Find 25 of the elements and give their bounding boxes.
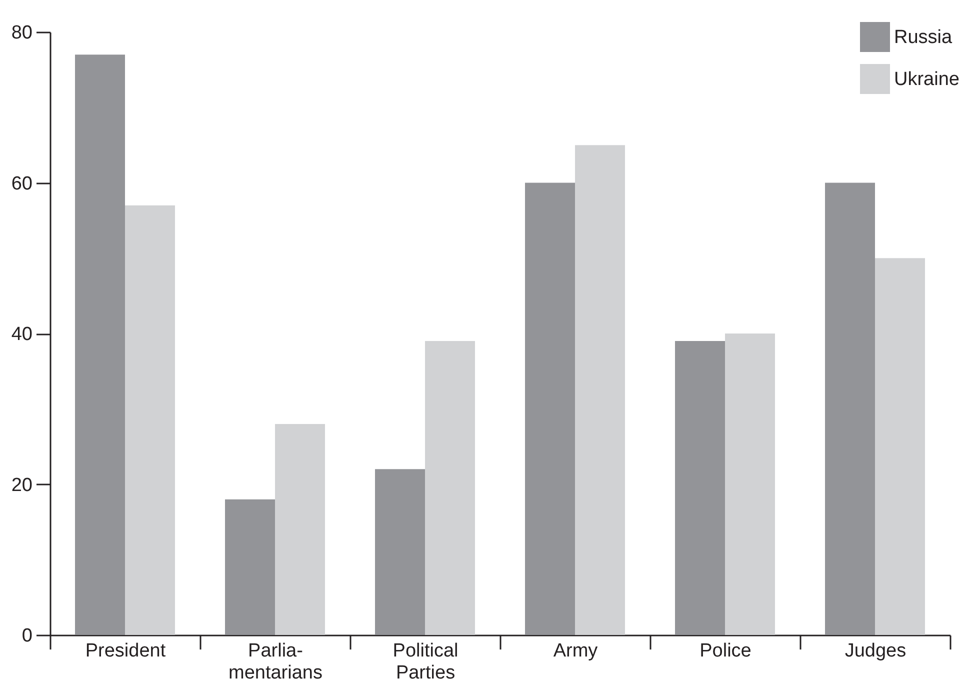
bar — [225, 499, 275, 635]
bar — [675, 341, 725, 635]
x-tick-label: Political Parties — [392, 640, 458, 684]
bar — [825, 182, 875, 635]
bar — [525, 182, 575, 635]
bar — [125, 205, 175, 635]
x-tick-label: Police — [700, 640, 752, 662]
y-tick-label: 0 — [22, 626, 32, 646]
legend-label: Russia — [894, 27, 953, 48]
bar — [375, 469, 425, 635]
y-tick-label: 40 — [11, 324, 32, 345]
bar — [725, 334, 775, 635]
y-tick-label: 80 — [11, 22, 32, 44]
bar — [575, 145, 625, 635]
y-tick-label: 20 — [11, 474, 32, 496]
bar — [425, 341, 475, 635]
x-tick-label: President — [85, 640, 166, 662]
bar — [275, 424, 325, 635]
bar — [75, 54, 125, 635]
x-tick-label: Parlia- mentarians — [228, 640, 322, 684]
x-tick-label: Judges — [844, 640, 906, 662]
y-tick-label: 60 — [11, 173, 32, 194]
bar — [875, 258, 925, 635]
legend-label: Ukraine — [894, 69, 960, 90]
x-tick-label: Army — [553, 640, 598, 662]
